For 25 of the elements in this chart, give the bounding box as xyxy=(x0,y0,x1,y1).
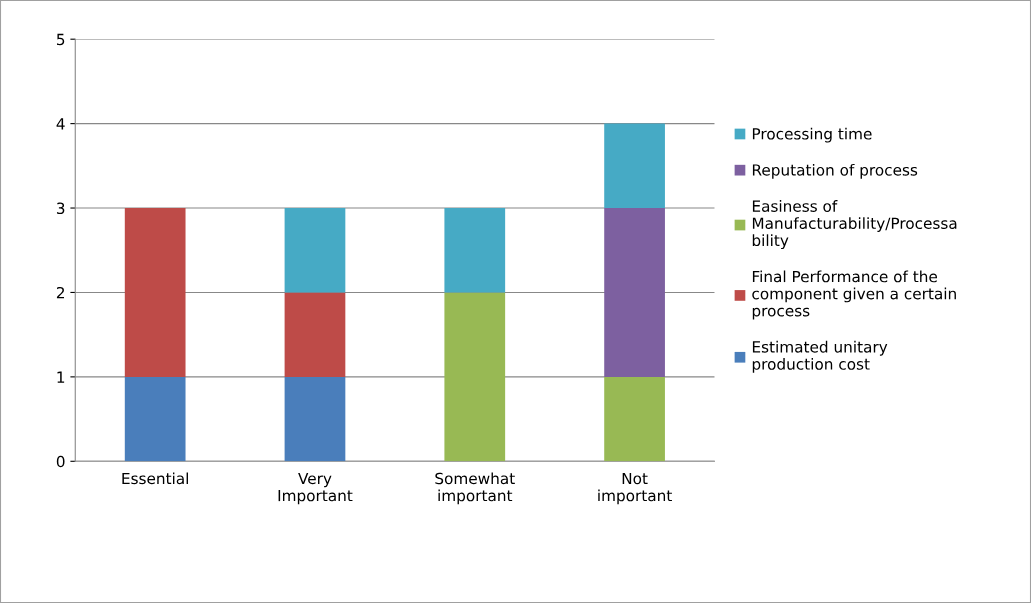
legend-label: Reputation of process xyxy=(752,163,918,179)
y-tick-label: 2 xyxy=(56,286,65,299)
x-tick-label: Essential xyxy=(122,472,188,485)
bar xyxy=(284,208,346,293)
y-tick-label: 3 xyxy=(56,202,65,215)
y-tick-label: 0 xyxy=(56,455,65,468)
y-tick-label: 1 xyxy=(57,371,65,383)
bar xyxy=(604,123,665,209)
bar xyxy=(444,292,506,462)
y-tick-label: 4 xyxy=(56,118,65,130)
bar xyxy=(604,376,665,462)
legend-label: Processing time xyxy=(752,127,872,143)
legend-label: Final Performance of the component given a certain process xyxy=(752,270,956,320)
bar xyxy=(124,208,186,377)
bar xyxy=(124,376,186,462)
x-tick-label: Very Important xyxy=(278,472,353,505)
bar xyxy=(444,208,506,293)
legend-label: Estimated unitary production cost xyxy=(752,340,888,373)
x-tick-label: Not important xyxy=(598,472,672,505)
y-tick-label: 5 xyxy=(57,33,65,46)
legend-label: Easiness of Manufacturability/Processa bility xyxy=(752,200,957,250)
bar xyxy=(604,208,665,377)
x-tick-label: Somewhat important xyxy=(435,472,515,505)
bar xyxy=(284,292,346,377)
bar xyxy=(284,376,346,462)
